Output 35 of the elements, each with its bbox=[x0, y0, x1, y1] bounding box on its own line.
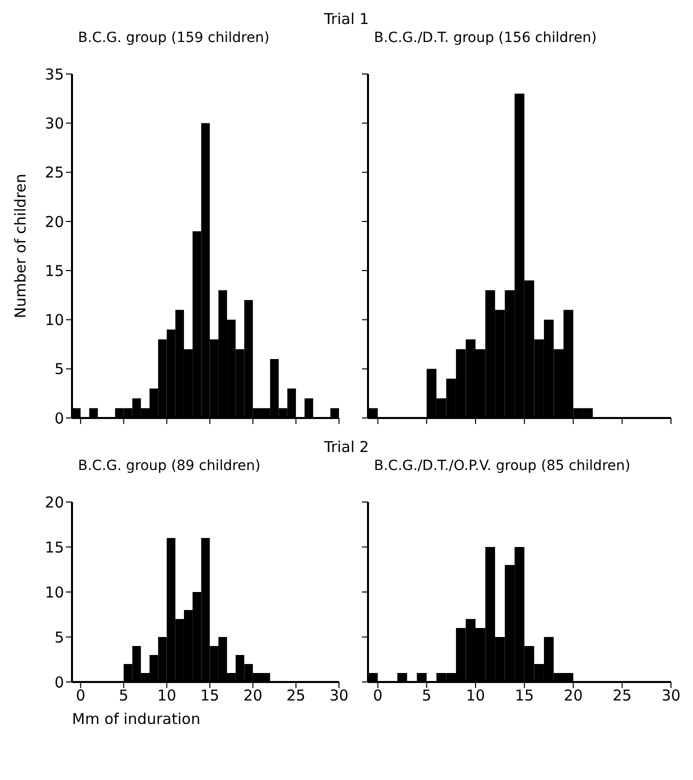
x-tick-label: 0 bbox=[76, 686, 86, 705]
x-tick-label: 0 bbox=[373, 686, 383, 705]
y-tick-label: 10 bbox=[44, 583, 64, 602]
chart-title: Trial 2 bbox=[323, 437, 370, 458]
y-tick-label: 20 bbox=[44, 212, 64, 231]
chart-title: Trial 1 bbox=[323, 9, 370, 30]
y-tick-label: 10 bbox=[44, 311, 64, 330]
x-axis-title: Mm of induration bbox=[72, 710, 200, 728]
y-tick-label: 15 bbox=[44, 262, 64, 280]
x-tick-label: 5 bbox=[422, 686, 432, 705]
x-tick-label: 25 bbox=[612, 686, 632, 705]
x-tick-label: 15 bbox=[200, 686, 220, 705]
x-tick-label: 15 bbox=[514, 686, 534, 705]
y-tick-label: 0 bbox=[54, 673, 64, 692]
y-tick-label: 35 bbox=[44, 65, 64, 84]
x-tick-label: 10 bbox=[157, 686, 176, 705]
x-tick-label: 5 bbox=[118, 686, 128, 705]
y-axis-title: Number of children bbox=[11, 174, 30, 318]
chart-subtitle: B.C.G. group (159 children) bbox=[78, 30, 270, 48]
x-tick-label: 30 bbox=[329, 686, 349, 705]
y-tick-label: 15 bbox=[44, 538, 64, 556]
y-tick-label: 5 bbox=[54, 360, 64, 378]
x-tick-label: 25 bbox=[286, 686, 306, 705]
x-tick-label: 20 bbox=[564, 686, 583, 705]
y-tick-label: 5 bbox=[54, 628, 64, 646]
y-tick-label: 25 bbox=[44, 164, 64, 182]
y-tick-label: 20 bbox=[44, 493, 64, 512]
chart-subtitle: B.C.G./D.T./O.P.V. group (85 children) bbox=[374, 458, 632, 476]
x-tick-label: 10 bbox=[466, 686, 486, 705]
chart-subtitle: B.C.G. group (89 children) bbox=[78, 458, 262, 476]
y-tick-label: 30 bbox=[44, 114, 64, 132]
x-tick-label: 20 bbox=[243, 686, 262, 705]
x-tick-label: 30 bbox=[661, 686, 681, 705]
chart-subtitle: B.C.G./D.T. group (156 children) bbox=[374, 30, 598, 48]
y-tick-label: 0 bbox=[54, 409, 64, 428]
